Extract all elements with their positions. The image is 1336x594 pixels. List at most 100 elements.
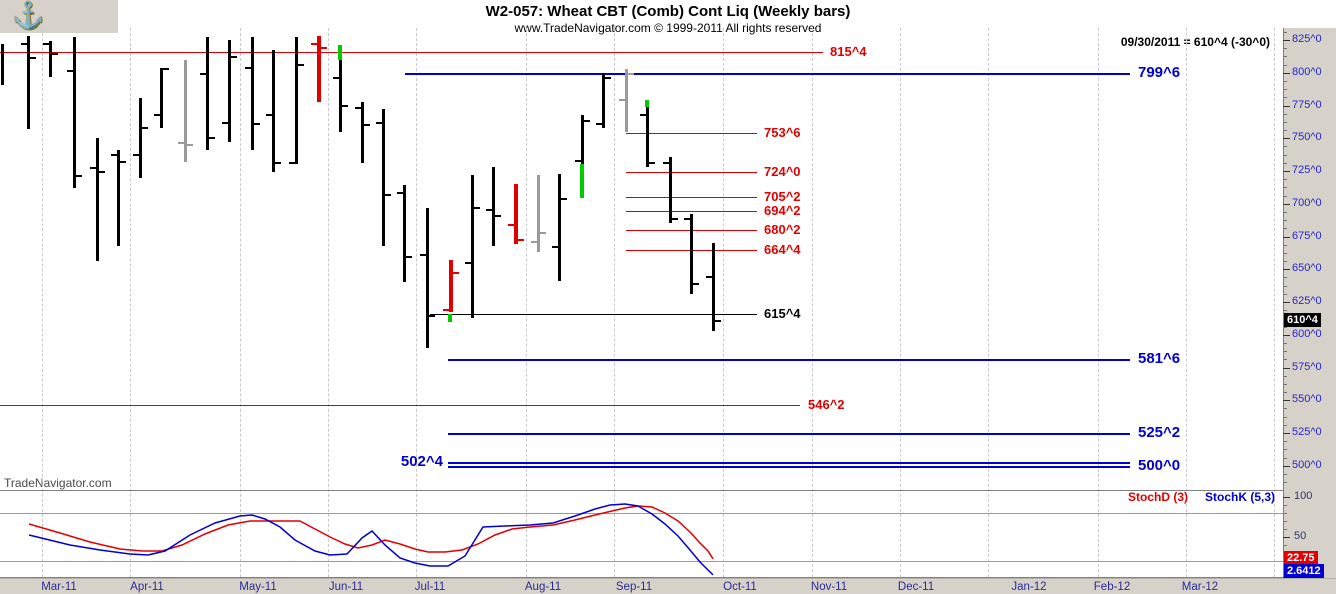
level-label-500^0: 500^0 xyxy=(1138,457,1181,474)
price-axis-tick xyxy=(1283,482,1287,483)
stochastic-plot[interactable] xyxy=(0,488,1283,578)
price-axis-tick xyxy=(1283,81,1287,82)
close-tick xyxy=(385,193,391,196)
open-tick xyxy=(397,192,403,195)
open-tick xyxy=(663,162,669,165)
price-bar xyxy=(49,41,52,77)
month-gridline xyxy=(130,28,131,577)
green-highlight-segment xyxy=(338,45,342,60)
close-tick xyxy=(693,282,699,285)
open-tick xyxy=(531,240,537,243)
month-gridline xyxy=(42,28,43,577)
close-tick xyxy=(561,197,567,200)
level-label-724^0: 724^0 xyxy=(764,164,801,179)
close-tick xyxy=(364,124,370,127)
price-bar xyxy=(160,67,163,128)
price-bar xyxy=(339,45,342,132)
level-label-705^2: 705^2 xyxy=(764,189,801,204)
price-axis-tick xyxy=(1283,310,1287,311)
price-bar xyxy=(251,37,254,151)
open-tick xyxy=(311,42,317,45)
price-axis-tick xyxy=(1283,212,1287,213)
price-axis-tick xyxy=(1283,294,1287,295)
price-axis-tick xyxy=(1283,245,1287,246)
stoch-d-legend-label: StochD (3) xyxy=(1128,490,1188,504)
stoch-axis-tick xyxy=(1283,545,1287,546)
price-axis-tick xyxy=(1283,56,1287,57)
open-tick xyxy=(154,113,160,116)
trade-navigator-logo-icon: ⚓ xyxy=(12,0,45,30)
level-line-546^2 xyxy=(0,405,800,406)
level-line-799^6 xyxy=(405,73,1130,75)
open-tick xyxy=(596,122,602,125)
month-label-Dec-11: Dec-11 xyxy=(897,581,935,593)
price-bar xyxy=(96,138,99,262)
price-axis-tick xyxy=(1283,351,1287,352)
open-tick xyxy=(133,154,139,157)
close-tick xyxy=(584,120,590,123)
open-tick xyxy=(552,245,558,248)
panel-separator xyxy=(0,490,1283,491)
month-label-Nov-11: Nov-11 xyxy=(810,581,848,593)
price-axis-tick xyxy=(1283,302,1290,303)
price-axis-tick xyxy=(1283,146,1287,147)
close-tick xyxy=(342,104,348,107)
open-tick xyxy=(420,253,426,256)
price-bar xyxy=(602,72,605,128)
price-axis-label: 725^0 xyxy=(1292,164,1322,176)
price-axis-strip[interactable] xyxy=(1283,28,1336,578)
price-bar xyxy=(117,150,120,246)
price-axis-tick xyxy=(1283,89,1287,90)
open-tick xyxy=(222,121,228,124)
price-axis-tick xyxy=(1283,138,1290,139)
level-label-799^6: 799^6 xyxy=(1138,64,1181,81)
month-gridline xyxy=(1274,28,1275,577)
price-bar xyxy=(295,37,298,165)
close-tick xyxy=(99,171,105,174)
stoch-ref-line-80 xyxy=(0,513,1283,514)
stoch-axis-tick xyxy=(1283,505,1287,506)
price-axis-tick xyxy=(1283,97,1287,98)
level-line-724^0 xyxy=(626,172,757,173)
close-tick xyxy=(649,162,655,165)
level-line-581^6 xyxy=(448,359,1130,361)
open-tick xyxy=(90,167,96,170)
level-line-705^2 xyxy=(626,197,757,198)
last-price-badge: 610^4 xyxy=(1284,313,1321,327)
date-axis-strip[interactable] xyxy=(0,578,1336,594)
price-bar xyxy=(403,185,406,283)
price-axis-label: 550^0 xyxy=(1292,393,1322,405)
price-axis-tick xyxy=(1283,122,1287,123)
price-axis-label: 500^0 xyxy=(1292,459,1322,471)
close-tick xyxy=(209,137,215,140)
level-line-525^2 xyxy=(448,433,1130,435)
month-gridline xyxy=(1098,28,1099,577)
month-label-Mar-11: Mar-11 xyxy=(41,581,77,593)
price-bar xyxy=(558,173,561,282)
price-axis-label: 700^0 xyxy=(1292,197,1322,209)
price-axis-tick xyxy=(1283,343,1287,344)
open-tick xyxy=(684,218,690,221)
month-label-Oct-11: Oct-11 xyxy=(723,581,757,593)
close-tick xyxy=(30,57,36,60)
close-tick xyxy=(275,162,281,165)
price-axis-tick xyxy=(1283,269,1290,270)
close-tick xyxy=(231,56,237,59)
price-axis-tick xyxy=(1283,179,1287,180)
price-axis-tick xyxy=(1283,392,1287,393)
price-bar xyxy=(514,184,518,245)
price-axis-label: 600^0 xyxy=(1292,328,1322,340)
close-tick xyxy=(254,122,260,125)
price-bar xyxy=(690,214,693,295)
price-axis-tick xyxy=(1283,130,1287,131)
chart-title: W2-057: Wheat CBT (Comb) Cont Liq (Weekl… xyxy=(485,3,851,20)
green-highlight-segment xyxy=(645,100,649,107)
last-quote-readout: 09/30/2011 = 610^4 (-30^0) xyxy=(1120,35,1270,49)
price-bar xyxy=(712,243,715,331)
open-tick xyxy=(575,159,581,162)
price-axis-tick xyxy=(1283,106,1290,107)
month-label-Mar-12: Mar-12 xyxy=(1181,581,1219,593)
price-axis-label: 575^0 xyxy=(1292,361,1322,373)
close-tick xyxy=(120,160,126,163)
open-tick xyxy=(67,70,73,73)
